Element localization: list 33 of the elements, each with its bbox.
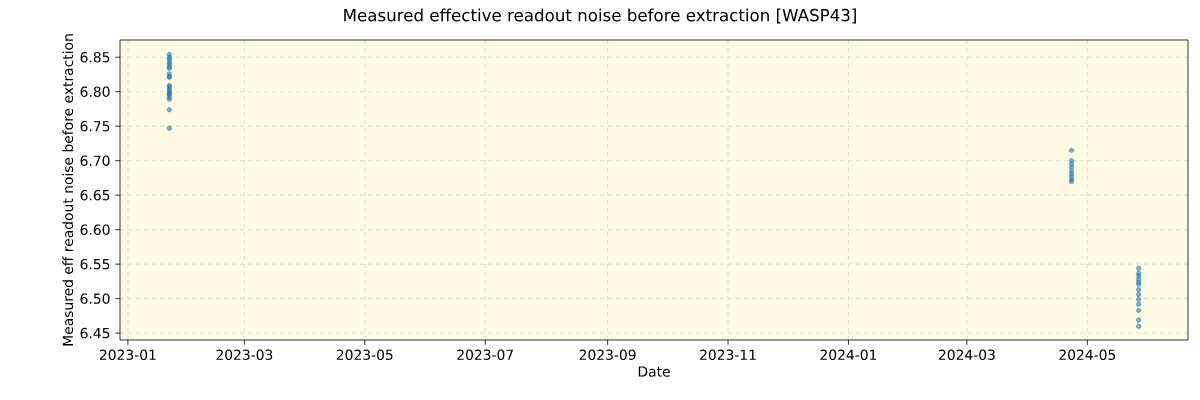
y-tick-label: 6.45 xyxy=(80,327,110,339)
point xyxy=(1136,323,1142,329)
x-axis-title: Date xyxy=(638,366,670,377)
y-tick-label: 6.50 xyxy=(80,293,110,304)
point xyxy=(1068,164,1075,171)
point xyxy=(1136,291,1142,298)
chart-title: Measured effective readout noise before extraction [WASP43] xyxy=(344,8,856,24)
point xyxy=(1136,287,1142,293)
x-tick-label: 2023-05 xyxy=(336,349,393,360)
x-tick-label: 2023-09 xyxy=(579,349,636,360)
y-tick-label: 6.65 xyxy=(80,189,110,201)
point xyxy=(1136,301,1142,307)
x-tick-label: 2023-01 xyxy=(99,349,156,360)
y-tick-label: 6.70 xyxy=(80,155,110,166)
y-axis-title: Measured eff readout noise before extraction xyxy=(62,34,74,346)
point xyxy=(1136,307,1142,313)
point xyxy=(1136,265,1142,271)
x-tick-label: 2024-05 xyxy=(1059,349,1116,360)
x-tick-label: 2024-03 xyxy=(938,349,995,360)
y-tick-label: 6.60 xyxy=(80,224,110,235)
point xyxy=(166,107,172,113)
x-tick-label: 2023-03 xyxy=(216,349,273,360)
y-tick-label: 6.75 xyxy=(80,120,110,132)
x-tick-label: 2023-07 xyxy=(457,349,513,360)
x-tick-label: 2023-11 xyxy=(700,349,756,360)
y-tick-label: 6.85 xyxy=(80,52,110,63)
point xyxy=(166,125,172,131)
y-tick-label: 6.80 xyxy=(80,86,110,97)
point xyxy=(1068,147,1075,153)
point xyxy=(1136,296,1142,302)
y-tick-label: 6.55 xyxy=(80,258,110,270)
x-tick-label: 2024-01 xyxy=(820,349,877,360)
point xyxy=(1136,317,1142,323)
